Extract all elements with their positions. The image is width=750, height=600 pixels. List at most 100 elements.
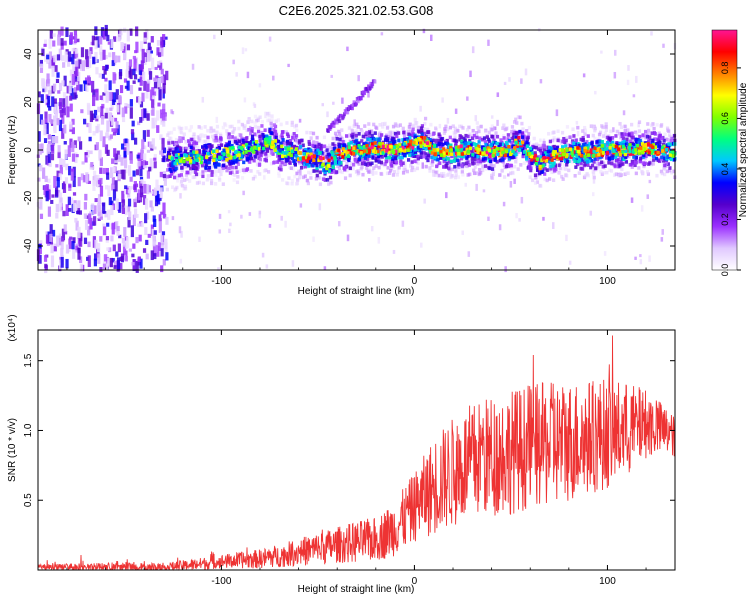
spectrogram-cell	[166, 158, 170, 162]
spectrogram-cell	[649, 162, 654, 167]
spectrogram-cell	[466, 134, 470, 139]
spectrogram-cell	[198, 136, 202, 141]
spectrogram-cell	[243, 156, 247, 161]
spectrogram-cell	[528, 146, 533, 151]
spectrogram-cell	[191, 141, 196, 146]
spectrogram-cell	[483, 164, 488, 168]
spectrogram-cell	[383, 121, 387, 126]
spectrogram-cell	[121, 199, 126, 208]
spectrogram-cell	[480, 137, 485, 142]
spectrogram-cell	[413, 159, 417, 163]
spectrogram-cell	[149, 89, 154, 101]
spectrogram-cell	[551, 147, 555, 152]
spectrogram-cell	[506, 133, 510, 137]
spectrogram-cell	[127, 189, 131, 194]
spectrogram-cell	[37, 177, 41, 182]
spectrogram-cell	[267, 153, 272, 158]
spectrogram-cell	[401, 161, 405, 166]
spectrogram-cell	[102, 167, 106, 174]
spectrogram-cell	[260, 150, 264, 154]
spectrogram-cell	[444, 163, 448, 168]
spectrogram-cell	[68, 166, 72, 176]
spectrogram-cell	[153, 230, 157, 235]
spectrogram-cell	[507, 173, 510, 177]
spectrogram-cell	[613, 164, 617, 169]
spectrogram-cell	[214, 151, 219, 156]
spectrogram-cell	[340, 170, 344, 175]
spectrogram-cell	[327, 143, 332, 148]
spectrogram-cell	[139, 165, 143, 177]
spectrogram-cell	[664, 161, 669, 166]
spectrogram-cell	[161, 138, 165, 150]
spectrogram-cell	[44, 263, 48, 269]
spectrogram-cell	[272, 137, 276, 141]
spectrogram-cell	[555, 146, 559, 150]
spectrogram-cell	[337, 129, 341, 134]
spectrogram-cell	[65, 27, 69, 37]
spectrogram-cell	[92, 89, 96, 97]
spectrogram-cell	[217, 267, 220, 271]
spectrogram-cell	[323, 178, 327, 182]
spectrogram-cell	[208, 143, 212, 147]
spectrogram-cell	[527, 160, 532, 164]
spectrogram-cell	[139, 180, 143, 189]
spectrogram-cell	[299, 145, 303, 149]
spectrogram-cell	[38, 254, 42, 264]
spectrogram-cell	[39, 63, 44, 68]
spectrogram-cell	[530, 161, 534, 166]
spectrogram-cell	[258, 172, 262, 176]
spectrogram-cell	[405, 169, 409, 174]
spectrogram-cell	[147, 79, 151, 84]
spectrogram-cell	[591, 170, 595, 174]
spectrogram-cell	[57, 90, 61, 94]
spectrogram-cell	[471, 152, 475, 157]
spectrogram-cell	[490, 175, 494, 180]
spectrogram-cell	[113, 55, 118, 63]
spectrogram-cell	[458, 137, 462, 142]
spectrogram-cell	[147, 42, 151, 51]
spectrogram-cell	[322, 135, 327, 140]
spectrogram-cell	[45, 190, 49, 202]
spectrogram-cell	[150, 57, 155, 70]
spectrogram-cell	[338, 134, 342, 138]
spectrogram-cell	[375, 156, 379, 161]
spectrogram-cell	[311, 163, 315, 168]
spectrogram-cell	[71, 153, 76, 162]
spectrogram-cell	[466, 142, 470, 146]
spectrogram-cell	[210, 144, 214, 148]
spectrogram-cell	[525, 157, 529, 161]
spectrogram-cell	[209, 166, 213, 171]
spectrogram-cell	[77, 176, 81, 187]
spectrogram-cell	[204, 165, 208, 169]
spectrogram-cell	[509, 147, 513, 152]
spectrogram-cell	[207, 160, 211, 165]
spectrogram-cell	[145, 253, 149, 260]
spectrogram-cell	[647, 138, 651, 143]
spectrogram-cell	[179, 139, 183, 143]
spectrogram-cell	[126, 236, 130, 248]
spectrogram-cell	[160, 114, 164, 125]
spectrogram-cell	[439, 156, 443, 160]
spectrogram-cell	[195, 181, 200, 185]
spectrogram-cell	[285, 121, 289, 125]
spectrogram-cell	[665, 143, 669, 147]
spectrogram-cell	[209, 181, 214, 186]
spectrogram-cell	[193, 157, 198, 162]
spectrogram-cell	[153, 253, 157, 260]
spectrogram-cell	[496, 119, 499, 126]
spectrogram-cell	[672, 134, 677, 138]
spectrogram-cell	[166, 133, 170, 137]
spectrogram-cell	[116, 225, 120, 231]
spectrogram-cell	[546, 156, 550, 161]
spectrogram-cell	[415, 166, 420, 171]
spectrogram-cell	[237, 136, 241, 141]
spectrogram-cell	[372, 166, 376, 170]
spectrogram-cell	[218, 149, 222, 154]
spectrogram-cell	[138, 87, 142, 91]
spectrogram-cell	[556, 152, 560, 156]
spectrogram-cell	[64, 51, 68, 63]
spectrogram-cell	[442, 165, 446, 169]
spectrogram-cell	[346, 134, 350, 139]
spectrogram-cell	[542, 140, 546, 145]
spectrogram-cell	[76, 38, 80, 43]
